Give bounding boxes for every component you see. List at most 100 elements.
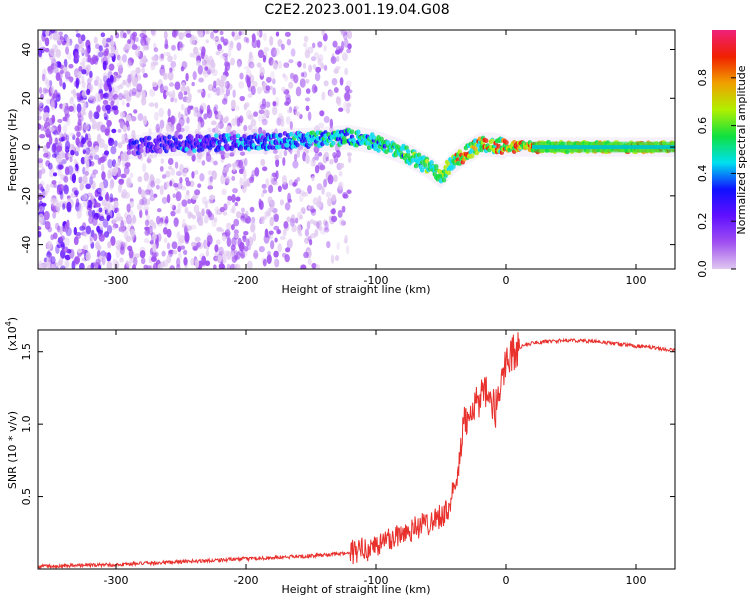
spectrogram-cell — [274, 237, 278, 243]
spectrogram-cell — [76, 131, 81, 138]
spectrogram-cell — [207, 198, 214, 205]
spectrogram-cell — [40, 186, 44, 193]
spectrogram-ridge-cell — [217, 139, 222, 145]
spectrogram-cell — [136, 83, 143, 93]
spectrogram-cell — [277, 60, 283, 69]
spectrogram-x-tick-label: -100 — [364, 274, 389, 287]
spectrogram-cell — [323, 64, 328, 71]
spectrogram-cell — [231, 255, 238, 263]
spectrogram-ridge-halo — [153, 132, 155, 157]
spectrogram-cell — [346, 189, 352, 195]
spectrogram-cell — [217, 254, 223, 263]
snr-scale-prefix: (x10 — [6, 326, 19, 351]
spectrogram-cell — [258, 109, 265, 115]
spectrogram-cell — [191, 214, 196, 220]
spectrogram-cell — [98, 233, 105, 242]
spectrogram-cell — [222, 211, 228, 216]
spectrogram-cell — [75, 234, 81, 240]
spectrogram-cell — [225, 125, 232, 134]
spectrogram-ridge-halo — [229, 130, 232, 155]
spectrogram-cell — [39, 134, 46, 139]
spectrogram-cell — [48, 117, 55, 126]
spectrogram-cell — [297, 60, 302, 68]
spectrogram-cell — [186, 116, 190, 124]
spectrogram-cell — [167, 71, 174, 81]
spectrogram-cell — [127, 60, 132, 69]
spectrogram-cell — [207, 93, 211, 99]
spectrogram-cell — [274, 258, 280, 268]
spectrogram-cell — [307, 184, 312, 195]
spectrogram-cell — [139, 209, 143, 219]
spectrogram-cell — [245, 210, 249, 219]
spectrogram-cell — [283, 149, 288, 157]
spectrogram-cell — [63, 132, 68, 141]
spectrogram-ridge-halo — [482, 132, 484, 157]
spectrogram-ridge-halo — [301, 127, 303, 153]
spectrogram-cell — [96, 225, 101, 233]
spectrogram-cell — [171, 44, 176, 51]
spectrogram-cell — [194, 236, 201, 243]
spectrogram-ridge-cell — [278, 132, 283, 138]
spectrogram-cell — [190, 224, 197, 230]
spectrogram-cell — [46, 241, 50, 247]
spectrogram-cell — [59, 235, 65, 241]
spectrogram-cell — [263, 46, 270, 52]
spectrogram-cell — [323, 116, 330, 123]
spectrogram-ridge-halo — [412, 145, 414, 171]
spectrogram-cell — [219, 30, 224, 35]
spectrogram-cell — [196, 30, 203, 36]
spectrogram-ridge-halo — [399, 139, 402, 164]
spectrogram-cell — [150, 180, 156, 188]
spectrogram-cell — [159, 165, 164, 172]
spectrogram-cell — [220, 74, 227, 82]
spectrogram-cell — [205, 30, 210, 35]
spectrogram-cell — [38, 115, 42, 121]
spectrogram-cell — [38, 86, 43, 95]
spectrogram-ridge-cell — [404, 145, 409, 151]
spectrogram-ridge-halo — [228, 130, 230, 155]
spectrogram-cell — [81, 69, 87, 75]
spectrogram-cell — [121, 100, 126, 106]
spectrogram-cell — [59, 225, 63, 236]
spectrogram-cell — [231, 117, 238, 127]
spectrogram-cell — [265, 101, 271, 108]
spectrogram-cell — [343, 101, 348, 112]
spectrogram-ridge-halo — [220, 130, 222, 155]
spectrogram-cell — [197, 89, 203, 94]
spectrogram-cell — [65, 226, 72, 237]
spectrogram-cell — [51, 153, 57, 158]
spectrogram-cell — [123, 241, 128, 250]
spectrogram-ridge-halo — [401, 139, 403, 165]
spectrogram-cell — [206, 108, 213, 119]
spectrogram-cell — [249, 206, 255, 213]
spectrogram-cell — [97, 229, 102, 237]
spectrogram-cell — [94, 261, 100, 269]
spectrogram-cell — [139, 58, 144, 68]
spectrogram-cell — [85, 225, 92, 235]
spectrogram-ridge-cell — [470, 153, 475, 159]
snr-y-tick-label: 1.0 — [20, 415, 33, 433]
spectrogram-cell — [86, 199, 93, 209]
spectrogram-cell — [327, 174, 334, 185]
spectrogram-cell — [104, 252, 108, 258]
spectrogram-cell — [237, 61, 241, 69]
spectrogram-cell — [73, 158, 78, 166]
spectrogram-cell — [346, 102, 352, 108]
spectrogram-cell — [139, 250, 146, 259]
spectrogram-cell — [163, 32, 169, 38]
spectrogram-ridge-halo — [187, 131, 190, 156]
spectrogram-cell — [280, 43, 285, 51]
spectrogram-cell — [224, 180, 229, 186]
spectrogram-cell — [38, 144, 41, 152]
spectrogram-cell — [62, 116, 68, 122]
spectrogram-cell — [124, 191, 131, 199]
spectrogram-cell — [323, 178, 328, 188]
spectrogram-ridge-cell — [451, 164, 456, 170]
spectrogram-cell — [119, 257, 124, 263]
spectrogram-cell — [52, 129, 59, 136]
spectrogram-cell — [261, 114, 266, 122]
spectrogram-cell — [170, 115, 176, 125]
spectrogram-cell — [132, 31, 138, 38]
spectrogram-cell — [260, 158, 266, 166]
